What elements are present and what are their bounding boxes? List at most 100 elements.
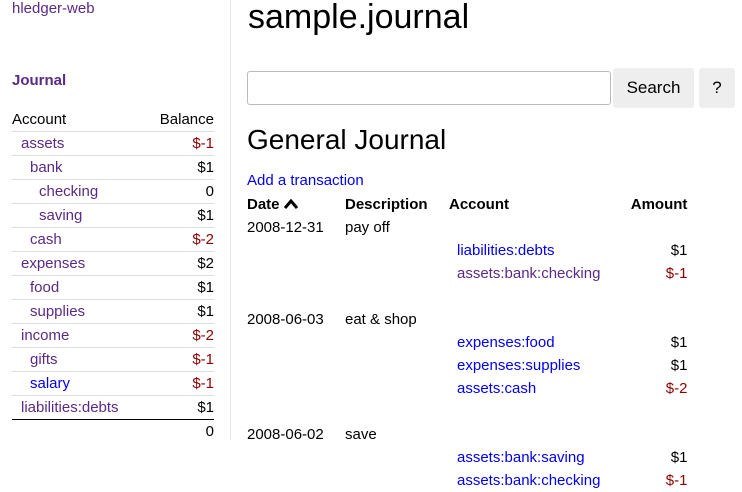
- account-row: food $1: [12, 275, 214, 300]
- account-balance: 0: [145, 179, 214, 204]
- account-cell: expenses: [12, 251, 146, 276]
- transaction-description: save: [345, 426, 377, 443]
- account-link[interactable]: cash: [30, 230, 62, 248]
- journal-table: Date Description Account Amount 2008-12-…: [247, 193, 687, 492]
- page-title: sample.journal: [248, 0, 470, 36]
- posting-row: liabilities:debts $1: [247, 239, 687, 262]
- chevron-up-icon: [283, 198, 298, 209]
- account-balance: $1: [145, 203, 214, 228]
- account-cell: checking: [12, 179, 146, 204]
- balance-column-header: Balance: [145, 108, 214, 132]
- search-button[interactable]: Search: [613, 68, 694, 108]
- account-cell: assets: [12, 131, 146, 156]
- posting-account-link[interactable]: liabilities:debts: [457, 242, 555, 259]
- account-balance: $1: [145, 155, 214, 180]
- account-cell: supplies: [12, 299, 146, 324]
- account-row: salary $-1: [12, 371, 214, 396]
- account-cell: saving: [12, 203, 146, 228]
- posting-amount: $1: [670, 449, 688, 466]
- description-column-header: Description: [345, 196, 428, 213]
- transaction-row: 2008-12-31 pay off: [247, 216, 687, 239]
- posting-account-link[interactable]: assets:bank:saving: [457, 449, 585, 466]
- account-cell: salary: [12, 371, 146, 396]
- account-row: supplies $1: [12, 299, 214, 324]
- spacer-row: [247, 285, 687, 308]
- posting-amount: $1: [670, 357, 688, 374]
- amount-column-header: Amount: [630, 196, 688, 213]
- account-link[interactable]: bank: [30, 158, 63, 176]
- account-link[interactable]: saving: [39, 206, 83, 224]
- account-balance: $-1: [145, 131, 214, 156]
- spacer: [247, 285, 687, 308]
- posting-account-link[interactable]: assets:bank:checking: [457, 265, 601, 282]
- spacer: [247, 400, 687, 423]
- account-row: gifts $-1: [12, 347, 214, 372]
- account-balance: $-2: [145, 323, 214, 348]
- account-balance: $1: [145, 395, 214, 420]
- transaction-date: 2008-12-31: [247, 219, 324, 236]
- accounts-table: Account Balance assets $-1 bank $1 checking 0…: [12, 108, 214, 443]
- account-balance: $-1: [145, 347, 214, 372]
- account-link[interactable]: gifts: [30, 350, 58, 368]
- posting-account-link[interactable]: assets:cash: [457, 380, 537, 397]
- posting-row: assets:bank:checking $-1: [247, 262, 687, 285]
- account-cell: income: [12, 323, 146, 348]
- posting-row: assets:bank:saving $1: [247, 446, 687, 469]
- account-row: checking 0: [12, 179, 214, 204]
- account-column-header: Account: [12, 108, 146, 132]
- posting-row: expenses:supplies $1: [247, 354, 687, 377]
- account-link[interactable]: liabilities:debts: [21, 398, 119, 416]
- search-input[interactable]: [247, 71, 611, 105]
- account-row: cash $-2: [12, 227, 214, 252]
- account-column-header: Account: [449, 196, 509, 213]
- account-link[interactable]: food: [30, 278, 60, 296]
- add-transaction-link[interactable]: Add a transaction: [247, 172, 364, 189]
- journal-link[interactable]: Journal: [12, 72, 67, 89]
- help-button[interactable]: ?: [699, 68, 735, 108]
- date-column-header[interactable]: Date: [247, 193, 345, 216]
- account-row: expenses $2: [12, 251, 214, 276]
- transaction-description: eat & shop: [345, 311, 417, 328]
- account-cell: food: [12, 275, 146, 300]
- account-cell: bank: [12, 155, 146, 180]
- account-cell: cash: [12, 227, 146, 252]
- total-row: 0: [12, 420, 214, 444]
- spacer-row: [247, 400, 687, 423]
- posting-row: expenses:food $1: [247, 331, 687, 354]
- account-link[interactable]: income: [21, 326, 70, 344]
- transaction-description: pay off: [345, 219, 390, 236]
- account-link[interactable]: checking: [39, 182, 99, 200]
- account-row: income $-2: [12, 323, 214, 348]
- posting-account-link[interactable]: expenses:supplies: [457, 357, 581, 374]
- account-row: liabilities:debts $1: [12, 395, 214, 420]
- sidebar: hledger-web Journal Account Balance asse…: [0, 0, 231, 440]
- account-cell: gifts: [12, 347, 146, 372]
- account-balance: $2: [145, 251, 214, 276]
- posting-amount: $-2: [665, 380, 688, 397]
- account-cell: liabilities:debts: [12, 395, 146, 420]
- journal-heading: General Journal: [247, 124, 447, 155]
- account-balance: $1: [145, 299, 214, 324]
- posting-account-link[interactable]: expenses:food: [457, 334, 555, 351]
- account-link[interactable]: expenses: [21, 254, 86, 272]
- account-balance: $1: [145, 275, 214, 300]
- transaction-row: 2008-06-02 save: [247, 423, 687, 446]
- account-link[interactable]: supplies: [30, 302, 86, 320]
- total-balance: 0: [205, 422, 214, 440]
- accounts-header-row: Account Balance: [12, 108, 214, 132]
- account-link[interactable]: assets: [21, 134, 65, 152]
- account-row: bank $1: [12, 155, 214, 180]
- account-link[interactable]: salary: [30, 374, 71, 392]
- account-balance: $-1: [145, 371, 214, 396]
- transaction-date: 2008-06-03: [247, 311, 324, 328]
- account-row: saving $1: [12, 203, 214, 228]
- total-label: [12, 420, 146, 444]
- account-balance: $-2: [145, 227, 214, 252]
- posting-amount: $1: [670, 242, 688, 259]
- account-row: assets $-1: [12, 131, 214, 156]
- brand-link[interactable]: hledger-web: [12, 0, 95, 17]
- posting-amount: $-1: [665, 265, 688, 282]
- transaction-row: 2008-06-03 eat & shop: [247, 308, 687, 331]
- transaction-date: 2008-06-02: [247, 426, 324, 443]
- journal-header-row: Date Description Account Amount: [247, 193, 687, 216]
